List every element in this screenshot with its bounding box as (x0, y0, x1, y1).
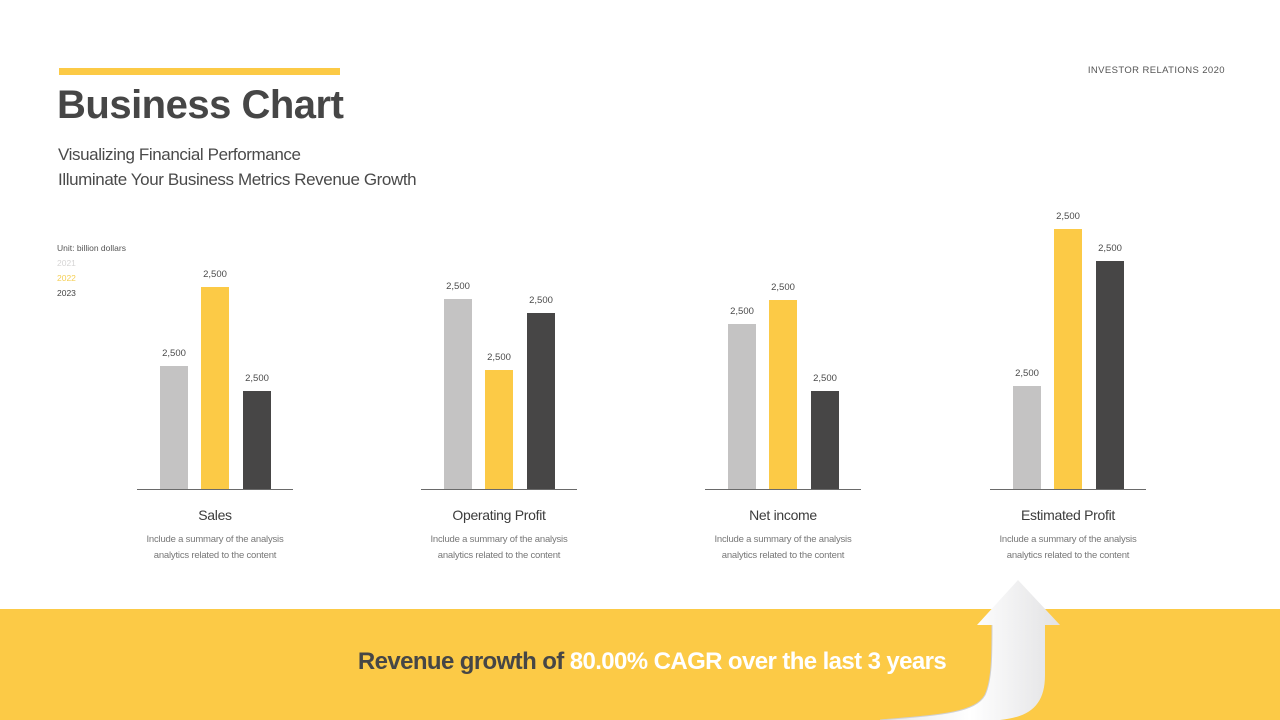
bar-value-label: 2,500 (487, 352, 511, 363)
group-description: Include a summary of the analysis analyti… (107, 532, 323, 564)
bar-2022 (485, 370, 513, 490)
bar-2022 (1054, 229, 1082, 490)
group-description: Include a summary of the analysis analyti… (675, 532, 891, 564)
footer-text-dark: Revenue growth of (357, 648, 570, 675)
description-line: analytics related to the content (721, 550, 845, 561)
bar-2021 (728, 324, 756, 490)
group-title: Net income (749, 507, 817, 523)
growth-arrow-icon (880, 580, 1060, 720)
bar-2023 (811, 391, 839, 490)
description-line: Include a summary of the analysis (714, 534, 852, 545)
description-line: analytics related to the content (1006, 550, 1130, 561)
bar-value-label: 2,500 (730, 306, 754, 317)
group-description: Include a summary of the analysis analyti… (391, 532, 607, 564)
bar-2021 (444, 299, 472, 490)
legend-item-2022: 2022 (57, 273, 76, 283)
group-description: Include a summary of the analysis analyti… (960, 532, 1176, 564)
bar-value-label: 2,500 (245, 373, 269, 384)
bar-2021 (160, 366, 188, 490)
chart-group-net-income: 2,500 2,500 2,500 Net income Include a summa… (705, 0, 861, 580)
page-subtitle: Visualizing Financial Performance Illumi… (58, 142, 417, 192)
chart-baseline (421, 489, 577, 490)
group-title: Sales (198, 507, 232, 523)
description-line: Include a summary of the analysis (999, 534, 1137, 545)
footer-banner (0, 609, 1280, 720)
bar-value-label: 2,500 (162, 348, 186, 359)
page-title: Business Chart (57, 83, 344, 127)
bar-value-label: 2,500 (813, 373, 837, 384)
bar-2022 (201, 287, 229, 490)
subtitle-line-2: Illuminate Your Business Metrics Revenue… (58, 170, 417, 189)
investor-relations-label: INVESTOR RELATIONS 2020 (1087, 65, 1225, 76)
chart-group-sales: 2,500 2,500 2,500 Sales Include a summary of… (137, 0, 293, 580)
bar-value-label: 2,500 (446, 281, 470, 292)
bar-value-label: 2,500 (1056, 211, 1080, 222)
bar-value-label: 2,500 (771, 282, 795, 293)
group-title: Operating Profit (452, 507, 546, 523)
description-line: Include a summary of the analysis (146, 534, 284, 545)
group-title: Estimated Profit (1020, 507, 1115, 523)
description-line: analytics related to the content (437, 550, 561, 561)
title-accent-bar (59, 68, 340, 75)
legend-item-2021: 2021 (57, 258, 76, 268)
unit-label: Unit: billion dollars (57, 243, 126, 253)
chart-group-operating-profit: 2,500 2,500 2,500 Operating Profit Include a… (421, 0, 577, 580)
footer-headline: Revenue growth of 80.00% CAGR over the l… (0, 648, 1280, 676)
chart-group-estimated-profit: 2,500 2,500 2,500 Estimated Profit Include a… (990, 0, 1146, 580)
chart-baseline (705, 489, 861, 490)
description-line: analytics related to the content (153, 550, 277, 561)
bar-value-label: 2,500 (1015, 368, 1039, 379)
chart-baseline (990, 489, 1146, 490)
bar-value-label: 2,500 (1098, 243, 1122, 254)
bar-2023 (243, 391, 271, 490)
bar-2022 (769, 300, 797, 490)
chart-legend: Unit: billion dollars 2021 2022 2023 (57, 241, 126, 301)
bar-2023 (1096, 261, 1124, 490)
footer-text-highlight: 80.00% CAGR over the last 3 years (569, 648, 947, 675)
bar-2021 (1013, 386, 1041, 490)
bar-value-label: 2,500 (203, 269, 227, 280)
bar-value-label: 2,500 (529, 295, 553, 306)
bar-2023 (527, 313, 555, 490)
chart-baseline (137, 489, 293, 490)
description-line: Include a summary of the analysis (430, 534, 568, 545)
subtitle-line-1: Visualizing Financial Performance (58, 145, 301, 164)
legend-item-2023: 2023 (57, 288, 76, 298)
